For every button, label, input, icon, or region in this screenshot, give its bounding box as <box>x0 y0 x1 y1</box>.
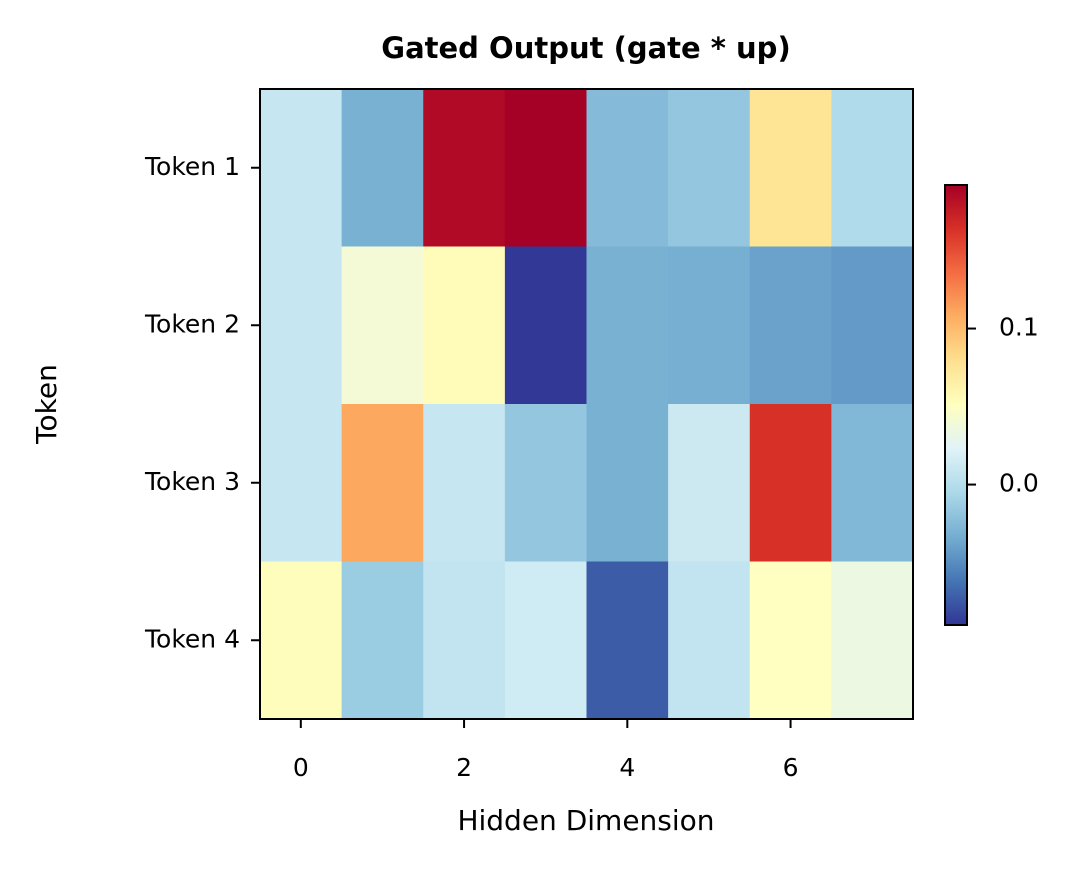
colorbar-tick-label: 0.0 <box>999 469 1039 498</box>
heatmap-cell <box>586 404 669 562</box>
heatmap-cell <box>341 561 424 720</box>
heatmap-cell <box>341 89 424 247</box>
x-tick-label: 4 <box>619 753 635 782</box>
heatmap-cell <box>504 404 587 562</box>
heatmap-cell <box>423 561 506 720</box>
plot-frame <box>259 88 914 720</box>
y-tick-label: Token 4 <box>144 624 240 653</box>
colorbar-tick-label: 0.1 <box>999 313 1039 342</box>
heatmap-cell <box>586 246 669 405</box>
y-tick-label: Token 3 <box>144 467 240 496</box>
heatmap-cell <box>749 404 832 562</box>
heatmap-cell <box>260 561 343 720</box>
heatmap-cell <box>668 561 751 720</box>
heatmap-cell <box>260 89 343 247</box>
heatmap-cell <box>423 404 506 562</box>
heatmap-cell <box>668 89 751 247</box>
heatmap-cell <box>504 89 587 247</box>
heatmap-cell <box>341 246 424 405</box>
heatmap-cell <box>586 561 669 720</box>
colorbar <box>944 184 968 626</box>
heatmap-cell <box>423 89 506 247</box>
heatmap-cell <box>260 246 343 405</box>
heatmap-cell <box>504 246 587 405</box>
heatmap-cell <box>586 89 669 247</box>
x-axis-label: Hidden Dimension <box>457 804 714 837</box>
heatmap-cell <box>668 246 751 405</box>
heatmap-cell <box>749 246 832 405</box>
heatmap-cell <box>504 561 587 720</box>
heatmap-cell <box>749 561 832 720</box>
heatmap-cell <box>831 246 914 405</box>
heatmap-cell <box>423 246 506 405</box>
y-tick-label: Token 1 <box>144 152 240 181</box>
heatmap-cell <box>260 404 343 562</box>
y-tick-label: Token 2 <box>144 309 240 338</box>
heatmap-cell <box>668 404 751 562</box>
x-tick-label: 6 <box>783 753 799 782</box>
y-axis-label: Token <box>30 364 63 445</box>
heatmap-cell <box>831 89 914 247</box>
heatmap-cell <box>831 561 914 720</box>
x-tick-label: 0 <box>293 753 309 782</box>
x-tick-label: 2 <box>456 753 472 782</box>
chart-title: Gated Output (gate * up) <box>381 31 790 65</box>
heatmap-cell <box>831 404 914 562</box>
heatmap-cell <box>341 404 424 562</box>
heatmap-cell <box>749 89 832 247</box>
